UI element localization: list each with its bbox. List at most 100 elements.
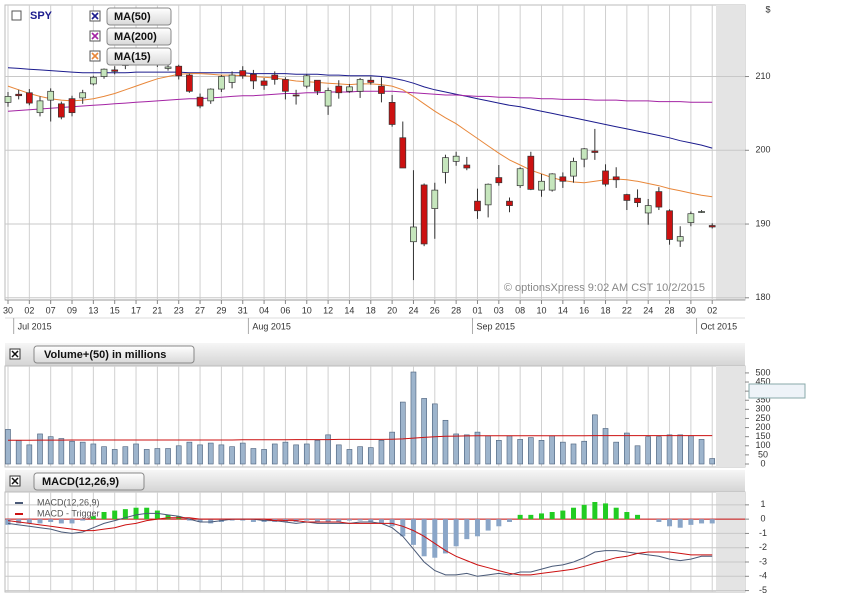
candle-body bbox=[602, 170, 609, 185]
bar bbox=[506, 435, 513, 465]
candle-body bbox=[292, 94, 300, 97]
candle-body bbox=[570, 161, 577, 177]
bar bbox=[549, 512, 555, 520]
y-tick-label: 500 bbox=[755, 367, 770, 377]
bar bbox=[250, 519, 256, 522]
bar bbox=[389, 431, 395, 465]
legend-x bbox=[91, 52, 99, 60]
bar bbox=[602, 428, 609, 465]
bar bbox=[410, 519, 416, 545]
bar bbox=[15, 440, 22, 465]
bar bbox=[367, 447, 374, 465]
candle-body bbox=[623, 194, 631, 201]
bar bbox=[613, 441, 619, 465]
legend-button[interactable] bbox=[106, 27, 172, 46]
bar bbox=[154, 510, 160, 520]
bar bbox=[325, 519, 331, 522]
x-tick-label: 14 bbox=[344, 305, 354, 315]
bar bbox=[293, 444, 299, 465]
x-tick-label: 01 bbox=[472, 305, 482, 315]
bar bbox=[101, 446, 107, 465]
x-tick-label: 02 bbox=[24, 305, 34, 315]
candle-body bbox=[36, 100, 44, 114]
bar bbox=[517, 439, 523, 465]
bar bbox=[570, 443, 577, 465]
candle-body bbox=[25, 92, 33, 104]
macd-panel bbox=[4, 491, 746, 593]
candle-body bbox=[239, 70, 247, 77]
bar bbox=[656, 519, 662, 522]
bar bbox=[464, 519, 470, 540]
candle-body bbox=[196, 96, 204, 107]
month-label: Jul 2015 bbox=[18, 321, 52, 331]
volume-button[interactable] bbox=[33, 345, 195, 364]
x-tick-label: 16 bbox=[579, 305, 589, 315]
x-tick-label: 09 bbox=[67, 305, 77, 315]
x-tick-label: 07 bbox=[46, 305, 56, 315]
y-tick-label: 350 bbox=[755, 395, 770, 405]
candle-body bbox=[57, 103, 65, 118]
bar bbox=[506, 519, 512, 522]
candle-body bbox=[388, 101, 396, 125]
bar bbox=[37, 433, 43, 465]
x-tick-label: 20 bbox=[387, 305, 397, 315]
x-tick-label: 10 bbox=[536, 305, 546, 315]
x-tick-label: 14 bbox=[558, 305, 568, 315]
bar bbox=[442, 519, 448, 554]
bar bbox=[26, 444, 33, 465]
candle-body bbox=[687, 213, 695, 223]
bar bbox=[624, 432, 630, 465]
bar bbox=[271, 443, 278, 465]
bar bbox=[175, 445, 182, 465]
bar bbox=[26, 519, 32, 524]
candle-body bbox=[15, 93, 23, 97]
x-tick-label: 28 bbox=[665, 305, 675, 315]
series-line bbox=[7, 517, 713, 576]
bar bbox=[229, 519, 235, 521]
bar bbox=[186, 519, 192, 521]
bar bbox=[528, 514, 534, 520]
x-tick-label: 15 bbox=[110, 305, 120, 315]
bar bbox=[197, 444, 203, 465]
macd-title: MACD(12,26,9) bbox=[42, 476, 119, 488]
series-line bbox=[7, 512, 713, 577]
macd-button[interactable] bbox=[33, 472, 145, 491]
bar bbox=[539, 513, 544, 520]
candle-body bbox=[506, 200, 513, 206]
bar bbox=[528, 437, 534, 465]
bar bbox=[90, 443, 97, 465]
x-tick-label: 08 bbox=[515, 305, 525, 315]
x-tick-label: 24 bbox=[643, 305, 653, 315]
bar bbox=[496, 519, 502, 527]
bar bbox=[240, 519, 246, 521]
candle-body bbox=[207, 88, 215, 102]
bar bbox=[58, 438, 65, 465]
x-tick-label: 18 bbox=[366, 305, 376, 315]
candle-body bbox=[282, 79, 289, 92]
bar bbox=[101, 512, 107, 520]
candle-body bbox=[591, 150, 599, 153]
y-tick-label: -3 bbox=[759, 556, 767, 566]
candle-body bbox=[516, 168, 524, 187]
bar bbox=[485, 519, 491, 531]
candle-body bbox=[218, 76, 225, 90]
bar bbox=[571, 507, 577, 520]
legend-label: MACD(12,26,9) bbox=[37, 497, 100, 507]
legend-button[interactable] bbox=[106, 7, 172, 26]
candle-body bbox=[420, 184, 428, 245]
spy-toggle[interactable] bbox=[11, 10, 22, 21]
bar bbox=[133, 443, 139, 465]
candle-body bbox=[314, 79, 321, 92]
bar bbox=[5, 519, 11, 525]
candle-body bbox=[484, 183, 492, 206]
candle-body bbox=[474, 200, 481, 212]
bar bbox=[197, 519, 203, 522]
bar bbox=[111, 449, 118, 465]
x-tick-label: 30 bbox=[686, 305, 696, 315]
bar bbox=[282, 441, 289, 465]
legend-label: MA(15) bbox=[114, 51, 151, 63]
legend-button[interactable] bbox=[106, 47, 172, 66]
bar bbox=[635, 514, 641, 520]
y-tick-label: 0 bbox=[760, 458, 765, 468]
